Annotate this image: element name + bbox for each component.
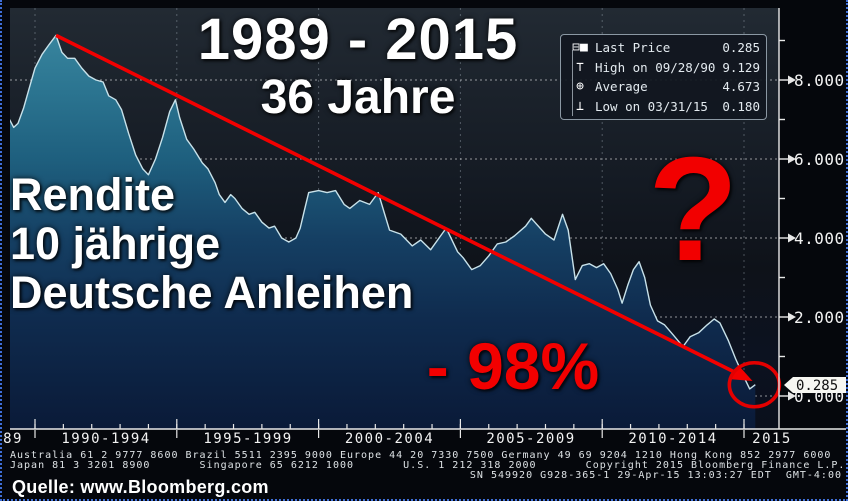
x-tick-label-1990-1994: 1990-1994 xyxy=(61,431,151,447)
yield-line-series xyxy=(10,34,756,390)
y-tick-label-6: 6.000 xyxy=(794,150,845,169)
high-marker-icon: ⊤ xyxy=(576,59,584,75)
legend-row-high[interactable]: ⊤ High on 09/28/90 9.129 xyxy=(565,58,760,77)
question-mark-label: ? xyxy=(648,127,739,292)
footer-contact-line-1: Australia 61 2 9777 8600 Brazil 5511 239… xyxy=(10,450,832,461)
x-tick-label-2005-2009: 2005-2009 xyxy=(486,431,576,447)
x-tick-label-89: 89 xyxy=(3,431,23,447)
subject-line-3: Deutsche Anleihen xyxy=(10,267,414,318)
title-period: 1989 - 2015 xyxy=(197,7,519,72)
legend-label: High on 09/28/90 xyxy=(595,59,716,75)
low-marker-icon: ⊥ xyxy=(576,98,584,114)
x-tick-label-2015: 2015 xyxy=(752,431,792,447)
y-tick-label-0: 0.000 xyxy=(794,387,845,406)
y-tick-label-2: 2.000 xyxy=(794,308,845,327)
legend-label: Last Price xyxy=(595,40,671,56)
title-block: 1989 - 2015 36 Jahre xyxy=(130,8,586,124)
y-axis-ticks xyxy=(779,39,796,401)
legend-row-average[interactable]: ⊕ Average 4.673 xyxy=(565,77,760,96)
chart-legend[interactable]: ⊟■ Last Price 0.285 ⊤ High on 09/28/90 9… xyxy=(560,34,767,120)
expander-and-series-square-icon[interactable]: ⊟■ xyxy=(572,40,588,56)
subject-line-1: Rendite xyxy=(10,169,176,220)
legend-label: Average xyxy=(595,79,648,95)
percent-change-label: - 98% xyxy=(426,329,600,403)
title-duration: 36 Jahre xyxy=(260,71,456,124)
legend-value: 0.285 xyxy=(722,40,760,56)
x-tick-label-1995-1999: 1995-1999 xyxy=(203,431,293,447)
last-price-tag: 0.285 xyxy=(784,377,846,394)
average-marker-icon: ⊕ xyxy=(576,79,584,95)
legend-row-last-price[interactable]: ⊟■ Last Price 0.285 xyxy=(565,38,760,57)
footer-contact-line-2: Japan 81 3 3201 8900 Singapore 65 6212 1… xyxy=(10,460,846,471)
legend-value: 4.673 xyxy=(722,79,760,95)
y-tick-label-4: 4.000 xyxy=(794,229,845,248)
x-tick-label-2010-2014: 2010-2014 xyxy=(628,431,718,447)
x-tick-label-2000-2004: 2000-2004 xyxy=(344,431,435,447)
y-tick-label-8: 8.000 xyxy=(794,71,845,90)
legend-tree-bracket xyxy=(572,50,573,116)
x-axis-ticks xyxy=(34,419,745,438)
source-credit: Quelle: www.Bloomberg.com xyxy=(12,477,269,497)
legend-label: Low on 03/31/15 xyxy=(595,98,708,114)
legend-value: 0.180 xyxy=(722,98,760,114)
legend-row-low[interactable]: ⊥ Low on 03/31/15 0.180 xyxy=(565,97,760,116)
svg-text:0.285: 0.285 xyxy=(796,378,838,394)
subject-block: Rendite 10 jährige Deutsche Anleihen xyxy=(10,170,413,317)
footer-serial-line: SN 549920 G928-365-1 29-Apr-15 13:03:27 … xyxy=(469,470,842,481)
legend-value: 9.129 xyxy=(722,59,760,75)
yield-area-series xyxy=(10,35,756,429)
subject-line-2: 10 jährige xyxy=(10,218,221,269)
